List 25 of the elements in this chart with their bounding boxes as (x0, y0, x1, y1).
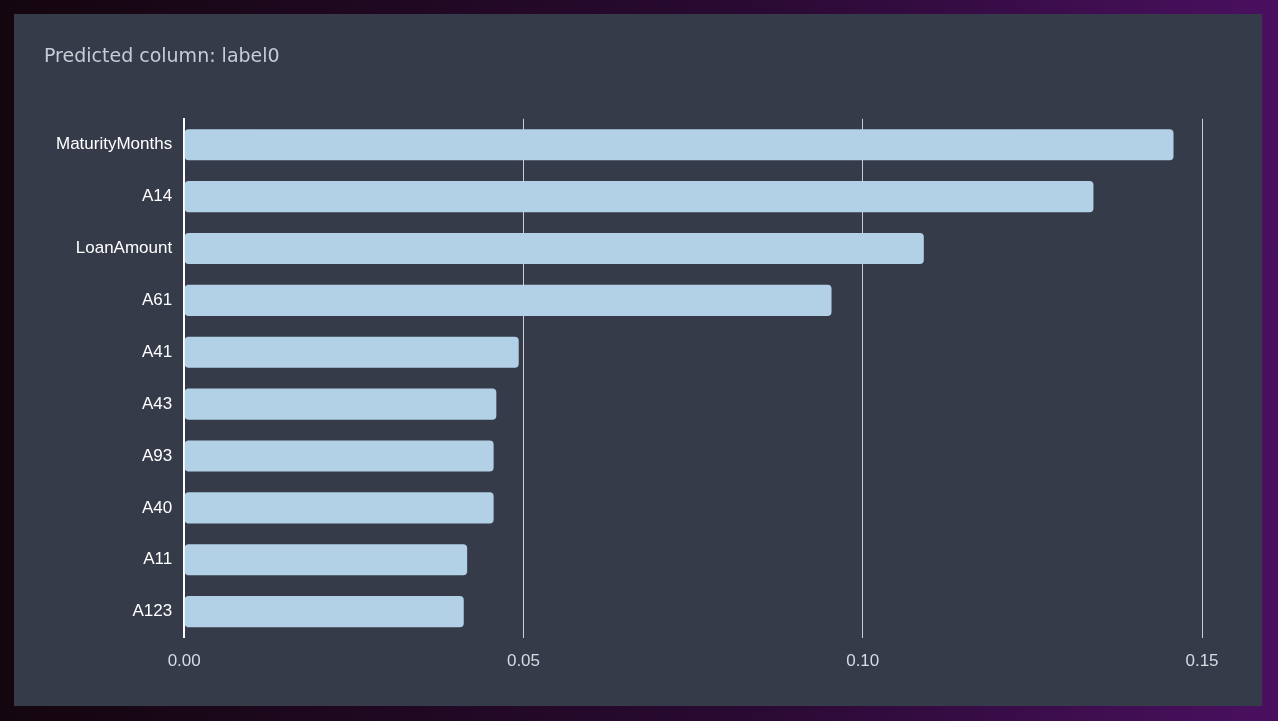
y-tick-label: A40 (141, 497, 173, 517)
y-tick-label: LoanAmount (75, 238, 173, 258)
bar (184, 284, 832, 316)
bar (184, 388, 497, 420)
bar (184, 596, 464, 628)
y-tick-label: A11 (143, 549, 173, 569)
y-tick-label: A14 (141, 186, 173, 206)
bar (184, 544, 468, 576)
y-tick-label: A43 (141, 393, 173, 413)
y-tick-label: A93 (141, 445, 173, 465)
bar (184, 129, 1174, 161)
bar (184, 440, 494, 472)
x-tick-label: 0.10 (846, 651, 880, 671)
x-tick-label: 0.05 (506, 651, 541, 671)
chart-title: Predicted column: label0 (44, 44, 280, 67)
x-tick-label: 0.00 (167, 651, 201, 671)
bar (184, 181, 1094, 213)
bar (184, 492, 494, 524)
y-tick-label: A61 (141, 290, 173, 310)
y-tick-label: A41 (141, 341, 173, 361)
bar (184, 336, 519, 368)
y-tick-label: A123 (132, 601, 173, 621)
bar (184, 232, 924, 265)
x-tick-label: 0.15 (1185, 651, 1219, 671)
y-tick-label: MaturityMonths (56, 134, 173, 154)
